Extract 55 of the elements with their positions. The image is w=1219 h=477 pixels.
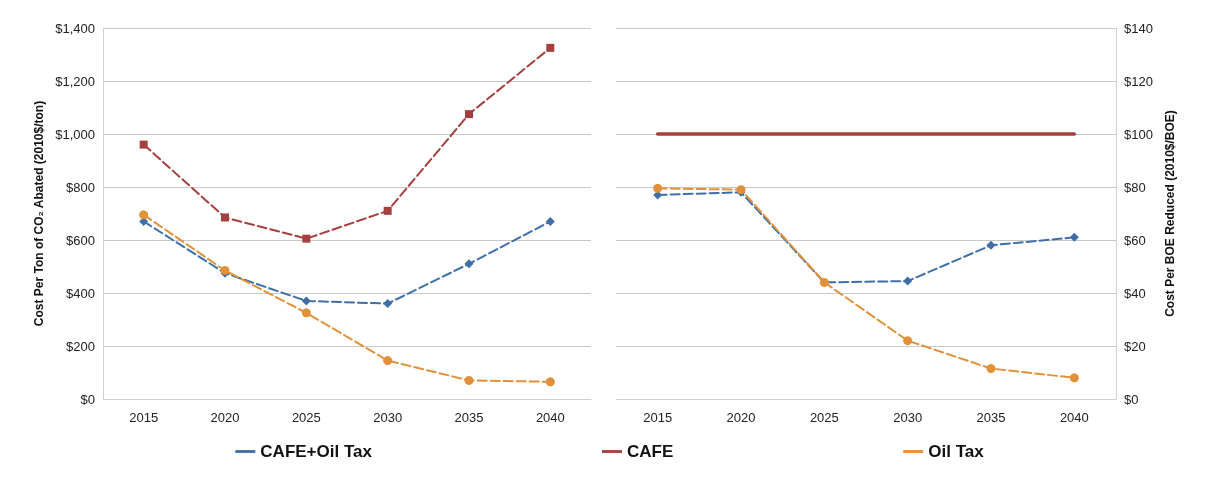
x-tick-label: 2035 <box>454 410 484 425</box>
y-tick-label: $1,400 <box>55 20 95 36</box>
point <box>383 299 393 309</box>
point <box>221 213 229 222</box>
x-tick-label: 2040 <box>535 410 565 425</box>
point <box>1069 373 1079 383</box>
y2-tick-label: $120 <box>1124 73 1153 89</box>
y-tick-label: $600 <box>66 232 95 248</box>
y-tick-label: $200 <box>66 338 95 354</box>
y2-tick-label: $20 <box>1124 338 1146 354</box>
point <box>545 216 555 226</box>
y-tick-label: $1,000 <box>55 126 95 142</box>
y-tick-label: $0 <box>80 391 95 407</box>
y2-tick-label: $60 <box>1124 232 1146 248</box>
point <box>986 240 996 250</box>
x-tick-label: 2040 <box>1059 410 1089 425</box>
point <box>301 308 311 318</box>
point <box>546 43 555 52</box>
x-tick-label: 2030 <box>373 410 403 425</box>
y2-axis-title: Cost Per BOE Reduced (2010$/BOE) <box>1163 110 1177 317</box>
x-tick-label: 2035 <box>976 410 1006 425</box>
point <box>903 336 913 346</box>
point <box>139 140 148 149</box>
y2-tick-label: $80 <box>1124 179 1146 195</box>
x-tick-label: 2030 <box>893 410 923 425</box>
point <box>383 206 392 215</box>
y2-tick-label: $40 <box>1124 285 1146 301</box>
point <box>383 356 393 366</box>
point <box>1069 232 1079 242</box>
legend-label: Oil Tax <box>928 442 985 461</box>
y-axis-title: Cost Per Ton of CO₂ Abated (2010$/ton) <box>32 100 46 327</box>
x-tick-label: 2015 <box>643 410 673 425</box>
point <box>301 296 311 306</box>
point <box>653 183 663 193</box>
point <box>464 375 474 385</box>
y-tick-label: $800 <box>66 179 95 195</box>
y2-tick-label: $100 <box>1124 126 1153 142</box>
point <box>986 364 996 374</box>
point <box>139 210 149 220</box>
legend-label: CAFE <box>626 442 674 461</box>
point <box>465 110 473 119</box>
y-tick-label: $1,200 <box>55 73 95 89</box>
x-tick-label: 2025 <box>291 410 321 425</box>
legend-label: CAFE+Oil Tax <box>260 442 373 461</box>
y2-tick-label: $0 <box>1124 391 1139 407</box>
x-tick-label: 2020 <box>726 410 756 425</box>
x-tick-label: 2025 <box>809 410 839 425</box>
point <box>903 276 913 286</box>
y2-tick-label: $140 <box>1124 20 1153 36</box>
x-tick-label: 2015 <box>129 410 159 425</box>
point <box>545 377 555 387</box>
x-tick-label: 2020 <box>210 410 240 425</box>
y-tick-label: $400 <box>66 285 95 301</box>
point <box>302 234 311 243</box>
point <box>464 259 474 269</box>
